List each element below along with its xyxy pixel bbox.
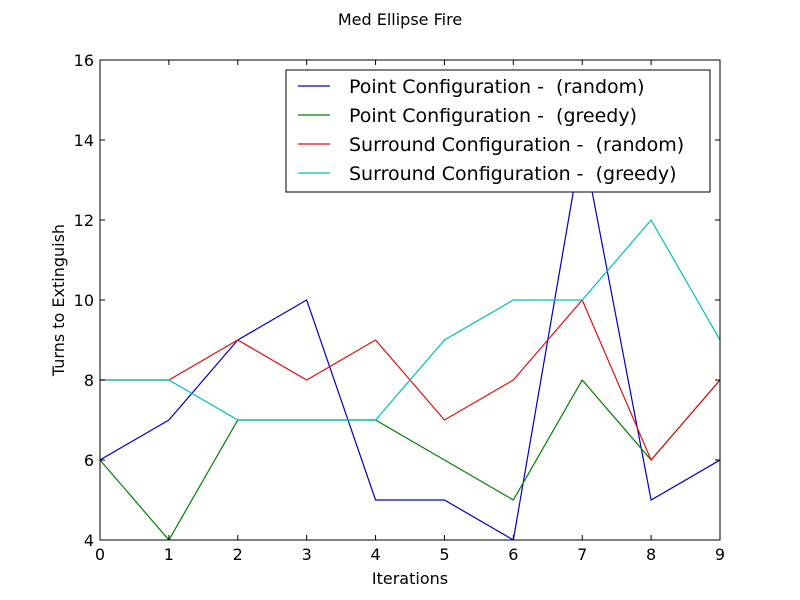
x-tick-label: 0 <box>95 545 105 564</box>
x-tick-label: 9 <box>715 545 725 564</box>
series-line-2 <box>100 378 720 540</box>
legend: Point Configuration - (random) Point Conf… <box>285 69 711 193</box>
x-tick-label: 7 <box>577 545 587 564</box>
series-line-4 <box>100 218 720 421</box>
y-tick-label: 10 <box>74 291 94 310</box>
legend-label-4: Surround Configuration - (greedy) <box>349 163 677 185</box>
x-tick-label: 8 <box>646 545 656 564</box>
y-tick-label: 12 <box>74 211 94 230</box>
x-axis-label: Iterations <box>372 569 448 588</box>
x-tick-label: 2 <box>233 545 243 564</box>
legend-label-2: Point Configuration - (greedy) <box>349 105 637 127</box>
y-tick-label: 8 <box>84 371 94 390</box>
y-tick-label: 16 <box>74 51 94 70</box>
y-tick-label: 4 <box>84 531 94 550</box>
x-tick-label: 5 <box>439 545 449 564</box>
legend-box <box>285 69 711 193</box>
x-tick-label: 3 <box>302 545 312 564</box>
x-tick-label: 6 <box>508 545 518 564</box>
series-layer <box>100 139 720 540</box>
y-tick-label: 14 <box>74 131 94 150</box>
y-axis-label: Turns to Extinguish <box>49 224 68 377</box>
legend-label-3: Surround Configuration - (random) <box>349 134 684 156</box>
x-tick-label: 4 <box>370 545 380 564</box>
chart-title: Med Ellipse Fire <box>338 10 462 29</box>
legend-label-1: Point Configuration - (random) <box>349 76 645 98</box>
x-tick-label: 1 <box>164 545 174 564</box>
series-line-1 <box>100 139 720 540</box>
y-tick-label: 6 <box>84 451 94 470</box>
